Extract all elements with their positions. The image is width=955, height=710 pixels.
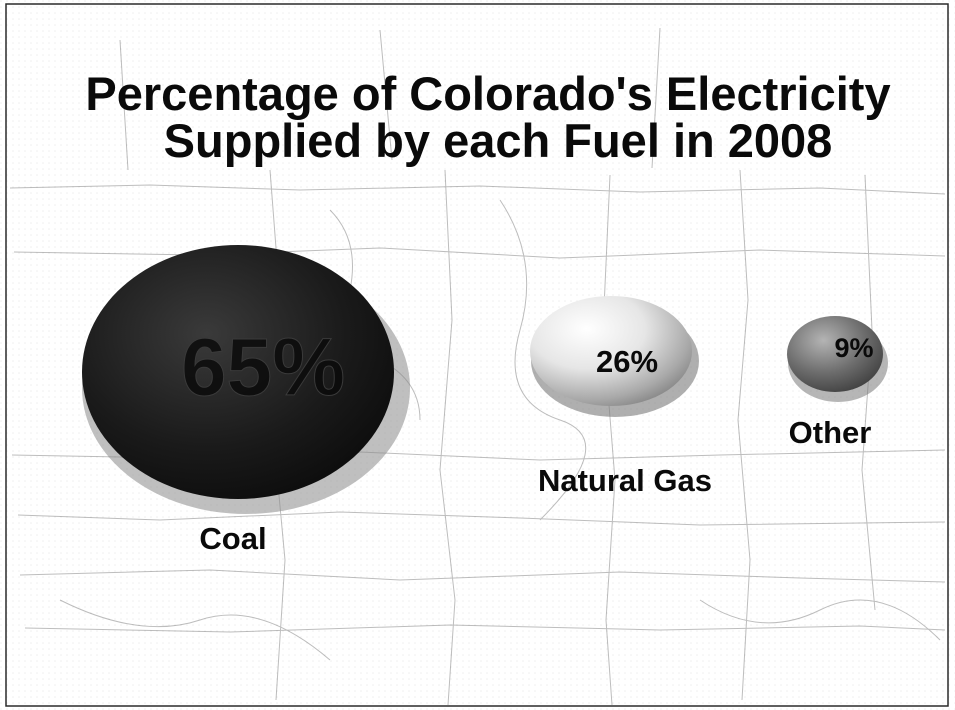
category-label-other: Other xyxy=(789,415,872,450)
bubble-coal xyxy=(82,245,410,514)
category-label-coal: Coal xyxy=(199,521,266,556)
chart-title-line-2: Supplied by each Fuel in 2008 xyxy=(164,114,833,167)
value-label-coal: 65% xyxy=(181,322,345,413)
bubble-coal-body xyxy=(82,245,394,499)
value-label-other: 9% xyxy=(834,333,873,363)
bubble-natural-gas-body xyxy=(530,296,692,406)
category-label-natural-gas: Natural Gas xyxy=(538,463,712,498)
value-label-natural-gas: 26% xyxy=(596,344,658,379)
bubble-other-body xyxy=(787,316,883,392)
figure-frame xyxy=(5,3,949,707)
bubble-natural-gas xyxy=(530,296,699,417)
bubble-other xyxy=(787,316,888,402)
chart-title-line-1: Percentage of Colorado's Electricity xyxy=(85,67,890,120)
